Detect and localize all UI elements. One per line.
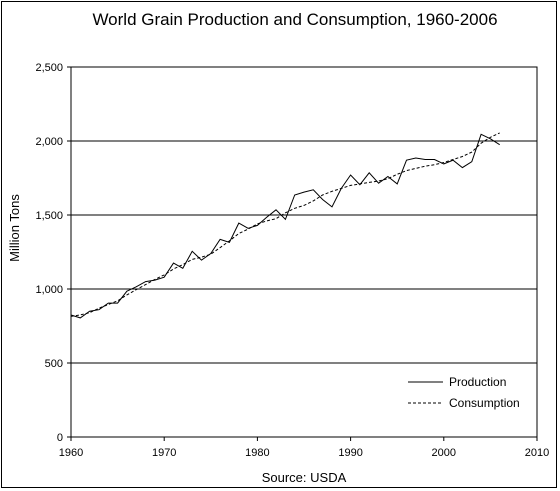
x-tick-labels: 1960 1970 1980 1990 2000 2010	[59, 447, 549, 459]
y-tick-label: 2,500	[35, 62, 63, 74]
x-tick-label: 1960	[59, 447, 83, 459]
x-tick-label: 1970	[152, 447, 176, 459]
legend-label-consumption: Consumption	[449, 396, 520, 410]
y-tick-labels: 0 500 1,000 1,500 2,000 2,500	[35, 62, 63, 444]
gridlines	[71, 66, 537, 364]
y-tick-label: 2,000	[35, 136, 63, 148]
legend: Production Consumption	[408, 375, 520, 410]
y-tick-label: 500	[45, 358, 63, 370]
y-tick-label: 1,500	[35, 210, 63, 222]
y-tick-label: 1,000	[35, 284, 63, 296]
y-tick-label: 0	[57, 432, 63, 444]
x-tick-label: 2010	[525, 447, 549, 459]
series-line-consumption	[70, 132, 500, 317]
source-note: Source: USDA	[262, 470, 347, 485]
chart-title: World Grain Production and Consumption, …	[92, 10, 497, 29]
x-tick-label: 2000	[432, 447, 456, 459]
plot-border	[70, 66, 538, 438]
series-line-production	[70, 133, 500, 319]
axes	[67, 66, 538, 441]
x-tick-label: 1990	[338, 447, 362, 459]
y-axis-label: Million Tons	[7, 194, 22, 262]
x-tick-label: 1980	[245, 447, 269, 459]
series-lines	[70, 132, 500, 319]
legend-label-production: Production	[449, 375, 506, 389]
